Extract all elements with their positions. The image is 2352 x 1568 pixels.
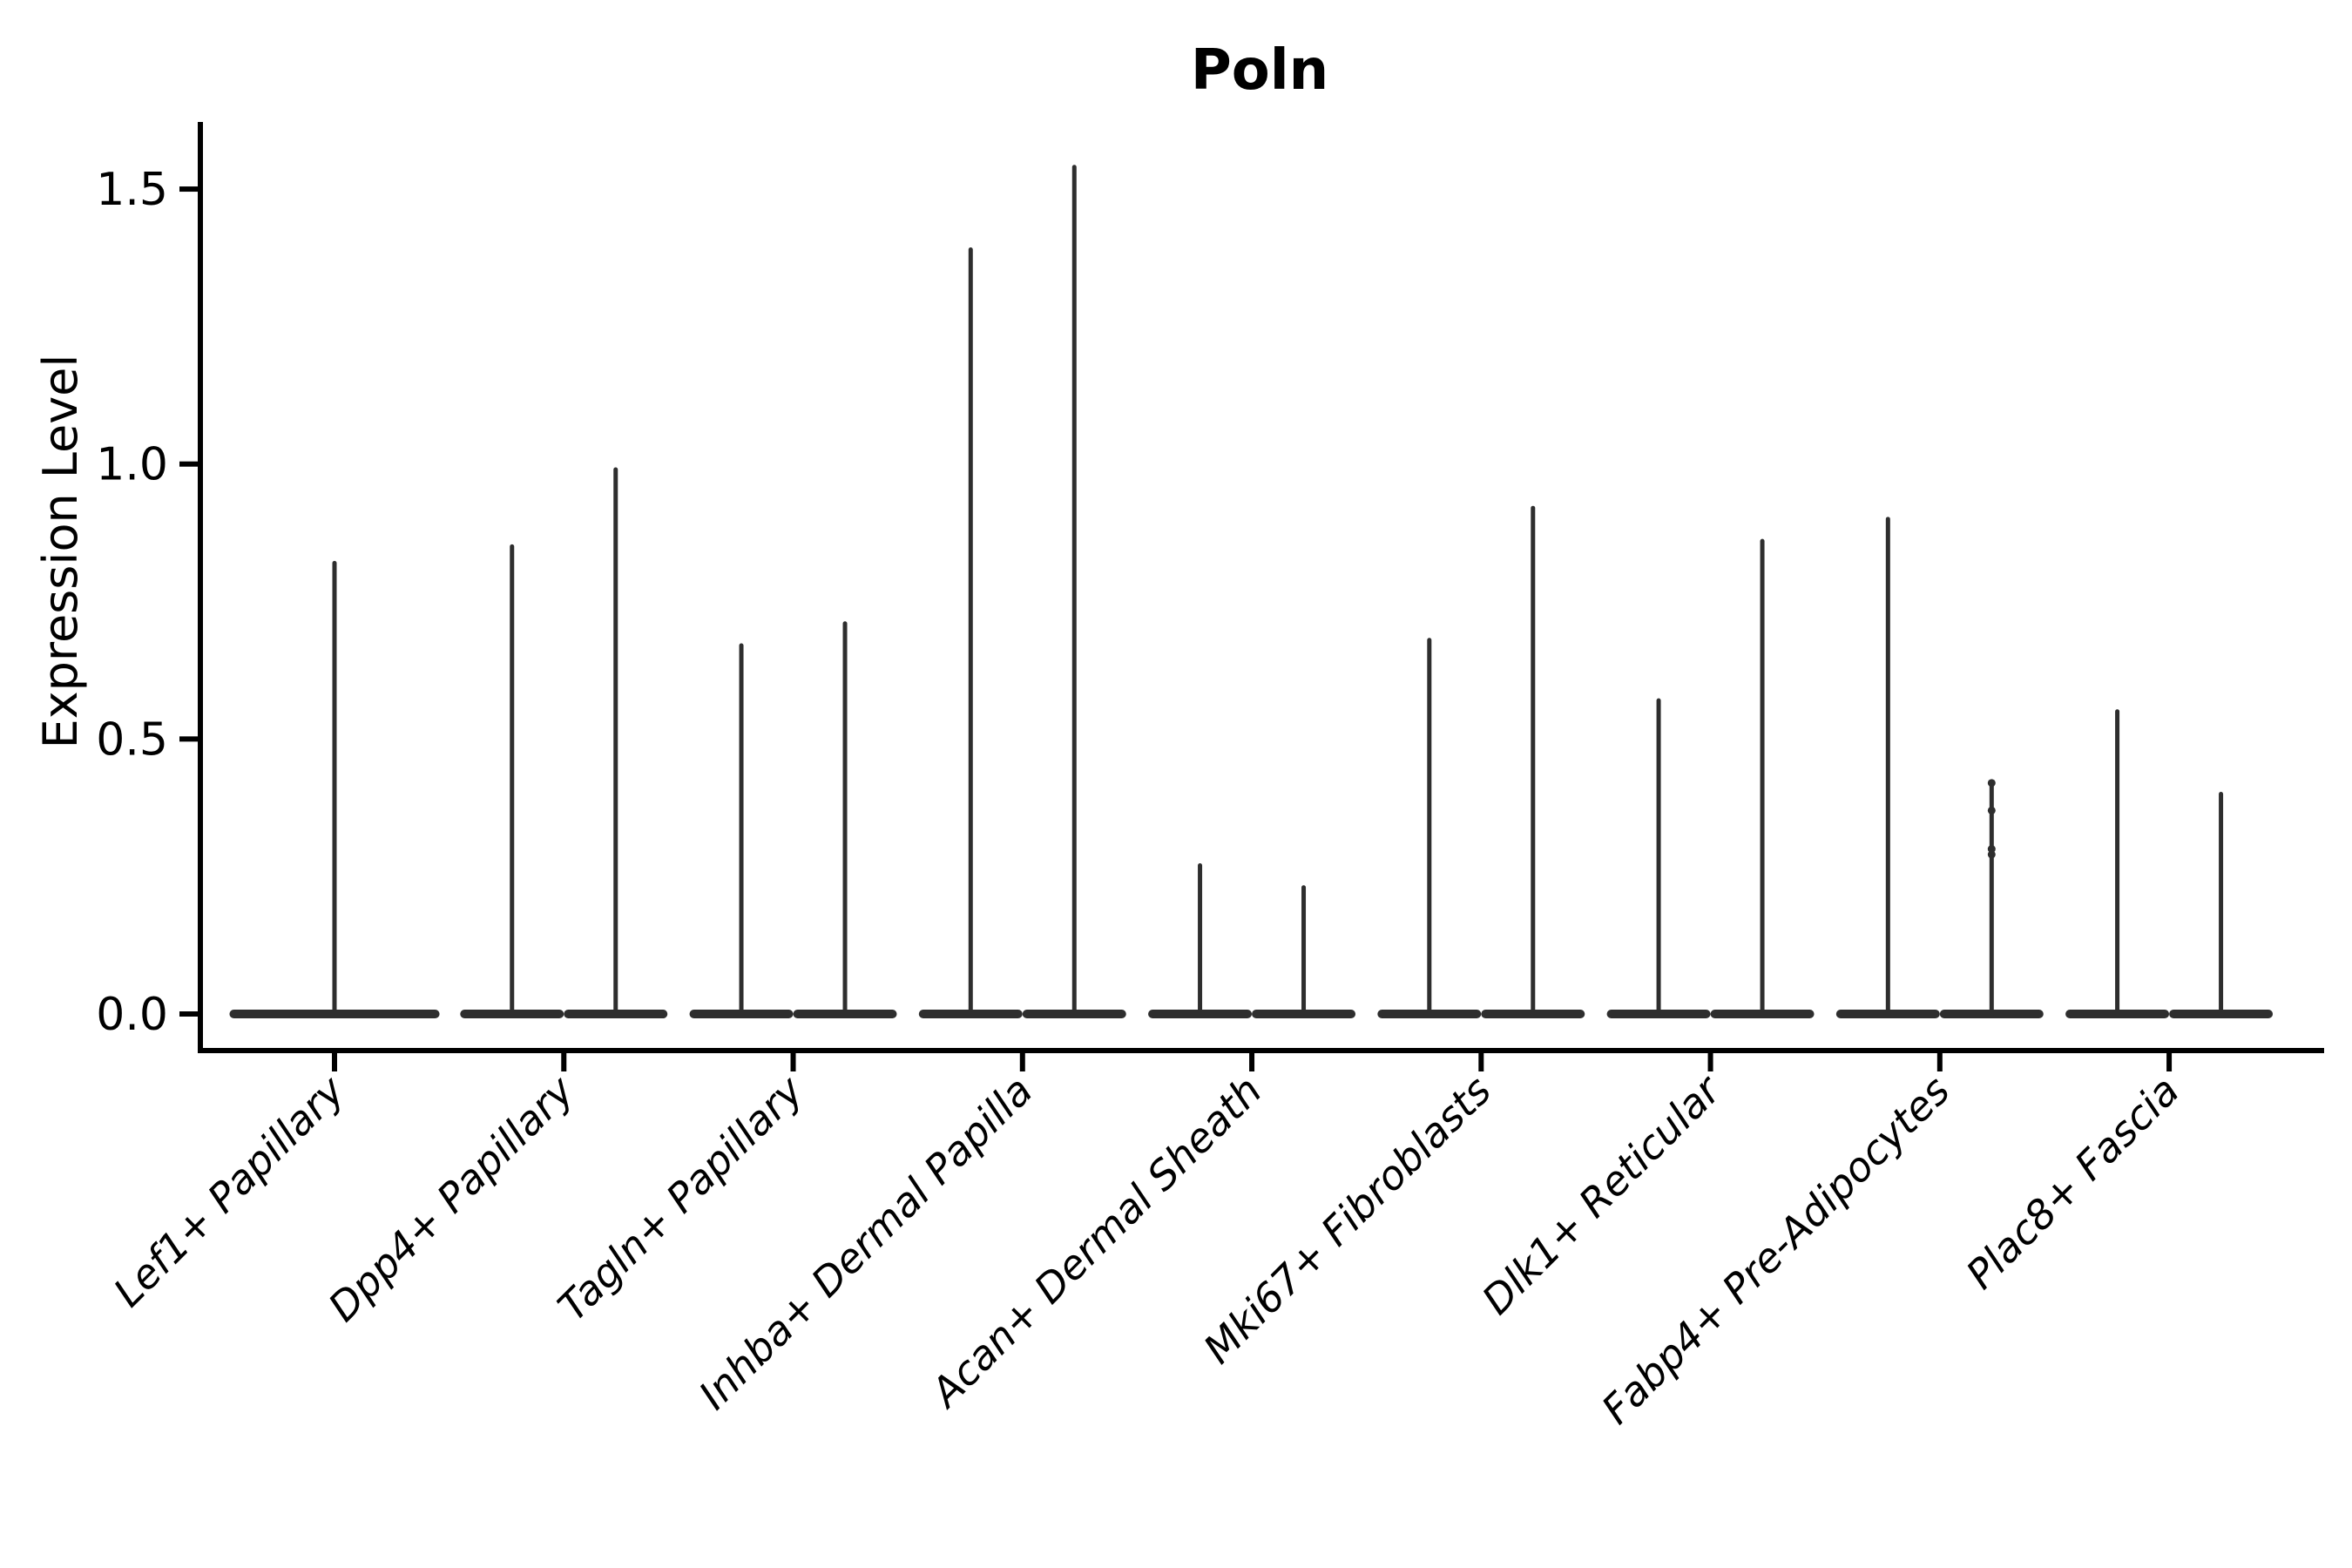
x-tick-label: Tagln+ Papillary: [549, 1066, 813, 1330]
violins: [229, 165, 2274, 1018]
y-tick-label: 0.5: [96, 713, 168, 766]
violin: [1022, 165, 1126, 1018]
violin: [2169, 791, 2274, 1018]
x-tick-mark: [332, 1053, 337, 1071]
x-tick-label: Lef1+ Papillary: [105, 1066, 354, 1315]
x-tick-mark: [1478, 1053, 1484, 1071]
x-tick-mark: [2166, 1053, 2173, 1071]
y-tick-label: 1.0: [96, 439, 168, 491]
x-tick-mark: [1707, 1053, 1713, 1071]
violin: [1939, 781, 2044, 1018]
y-tick-label: 1.5: [96, 164, 168, 216]
violin: [1377, 638, 1482, 1018]
x-tick-label: Dpp4+ Papillary: [319, 1066, 583, 1330]
y-axis-label: Expression Level: [33, 355, 88, 749]
violin: [1252, 885, 1356, 1018]
y-tick-mark: [179, 186, 198, 193]
x-tick-mark: [1936, 1053, 1943, 1071]
y-tick-mark: [179, 1011, 198, 1017]
cell-point: [1987, 779, 1996, 787]
violin: [1606, 698, 1711, 1018]
x-tick-label: Plac8+ Fascia: [1957, 1067, 2187, 1298]
y-ticks: 0.0 0.5 1.0 1.5: [96, 164, 198, 1041]
violin: [793, 621, 897, 1018]
y-tick-mark: [179, 736, 198, 742]
x-axis-spine: [198, 1048, 2324, 1053]
cell-point: [1987, 806, 1996, 814]
violin: [689, 643, 794, 1018]
violin: [1710, 538, 1815, 1018]
y-tick-label: 0.0: [96, 989, 168, 1041]
x-tick-label: Dlk1+ Reticular: [1473, 1064, 1732, 1323]
violin: [918, 247, 1023, 1018]
violin: [564, 467, 668, 1018]
cell-point: [1987, 850, 1996, 859]
violin: [2065, 709, 2170, 1018]
chart-title: Poln: [1191, 38, 1328, 103]
y-tick-mark: [179, 461, 198, 467]
x-tick-mark: [790, 1053, 796, 1071]
y-axis-spine: [198, 122, 203, 1053]
violin: [1148, 863, 1253, 1018]
x-tick-mark: [1249, 1053, 1255, 1071]
cell-point: [1987, 845, 1996, 854]
violin: [460, 544, 564, 1018]
x-tick-mark: [561, 1053, 567, 1071]
x-tick-mark: [1019, 1053, 1025, 1071]
axes: [198, 122, 2324, 1053]
violin: [229, 560, 440, 1018]
violin: [1835, 517, 1940, 1018]
violin: [1481, 505, 1585, 1018]
